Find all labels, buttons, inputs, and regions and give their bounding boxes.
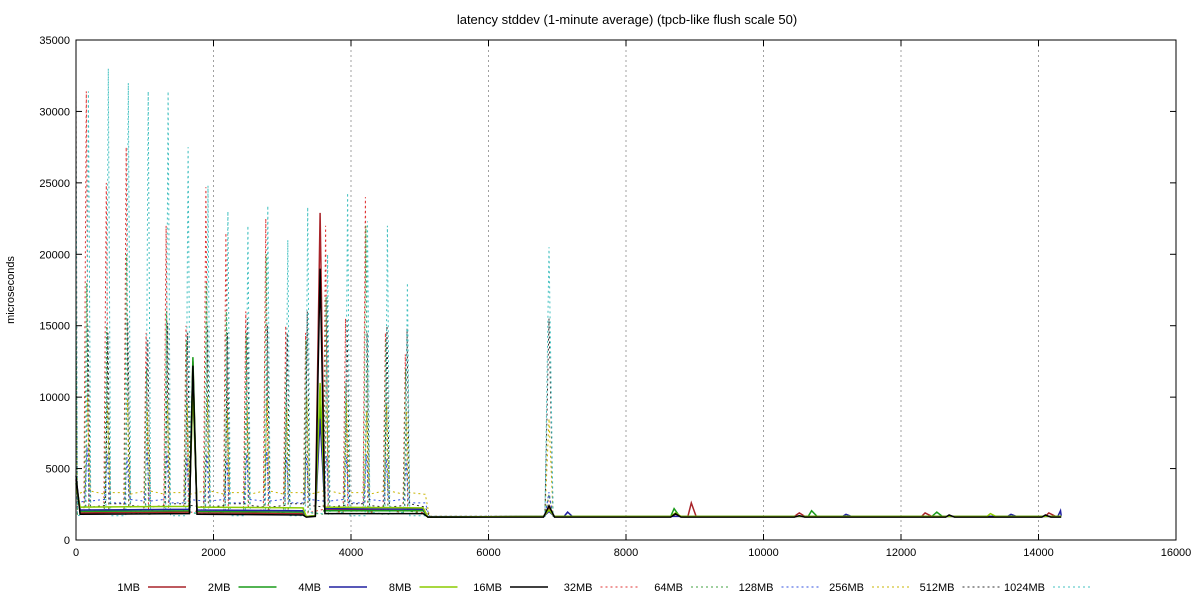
y-tick-label: 20000 bbox=[39, 249, 70, 261]
series-line-16mb bbox=[75, 268, 1062, 518]
legend-label-4mb: 4MB bbox=[298, 582, 321, 594]
legend-label-128mb: 128MB bbox=[739, 582, 774, 594]
legend-label-8mb: 8MB bbox=[389, 582, 412, 594]
legend-label-1mb: 1MB bbox=[117, 582, 140, 594]
legend-label-16mb: 16MB bbox=[473, 582, 502, 594]
series-line-64mb bbox=[75, 225, 1062, 517]
x-tick-label: 12000 bbox=[886, 547, 917, 559]
x-tick-label: 2000 bbox=[201, 547, 225, 559]
legend-label-64mb: 64MB bbox=[654, 582, 683, 594]
series-line-2mb bbox=[75, 357, 1062, 518]
legend-label-256mb: 256MB bbox=[829, 582, 864, 594]
series-line-1024mb bbox=[75, 68, 1062, 517]
legend-label-32mb: 32MB bbox=[564, 582, 593, 594]
series-line-128mb bbox=[75, 447, 1062, 517]
legend: 1MB 2MB 4MB 8MB 16MB 32MB 64MB 128MB 256MB 512MB 1… bbox=[117, 582, 1091, 594]
y-tick-label: 5000 bbox=[46, 464, 70, 476]
chart-title: latency stddev (1-minute average) (tpcb-… bbox=[457, 12, 797, 27]
x-tick-label: 10000 bbox=[748, 547, 779, 559]
x-tick-label: 0 bbox=[73, 547, 79, 559]
legend-label-512mb: 512MB bbox=[920, 582, 955, 594]
legend-label-2mb: 2MB bbox=[208, 582, 231, 594]
y-tick-label: 15000 bbox=[39, 321, 70, 333]
series-line-256mb bbox=[75, 397, 1062, 517]
axis-ticks: 0 2000 4000 6000 8000 10000 12000 14000 16000 0 50… bbox=[39, 35, 1191, 559]
series-line-512mb bbox=[75, 297, 1062, 517]
series-line-32mb bbox=[75, 91, 1062, 517]
y-axis-label: microseconds bbox=[5, 256, 17, 324]
x-tick-label: 4000 bbox=[339, 547, 363, 559]
x-tick-label: 6000 bbox=[476, 547, 500, 559]
y-tick-label: 35000 bbox=[39, 35, 70, 47]
x-tick-label: 16000 bbox=[1161, 547, 1192, 559]
y-tick-label: 25000 bbox=[39, 178, 70, 190]
x-tick-label: 14000 bbox=[1023, 547, 1054, 559]
series-layer bbox=[75, 68, 1062, 518]
y-tick-label: 10000 bbox=[39, 392, 70, 404]
x-tick-label: 8000 bbox=[614, 547, 638, 559]
legend-label-1024mb: 1024MB bbox=[1004, 582, 1045, 594]
y-tick-label: 0 bbox=[64, 535, 70, 547]
series-line-4mb bbox=[75, 382, 1062, 518]
grid-lines bbox=[213, 40, 1039, 540]
y-tick-label: 30000 bbox=[39, 106, 70, 118]
